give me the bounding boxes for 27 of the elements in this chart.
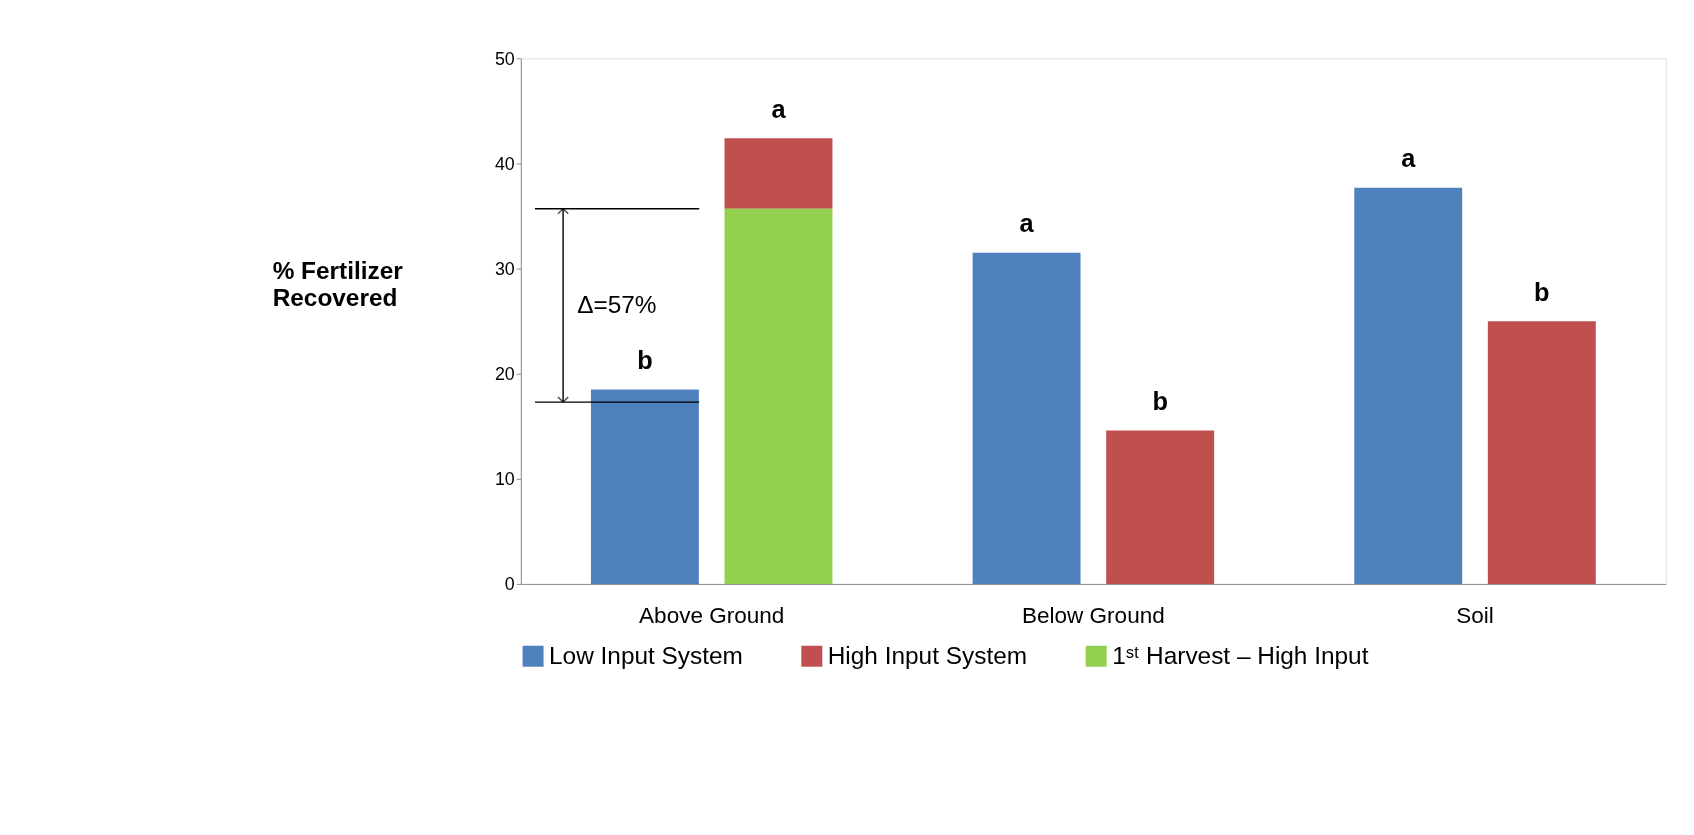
bar: [1487, 321, 1596, 584]
legend-label: High Input System: [827, 641, 1028, 669]
annotation: Δ=57%: [577, 290, 657, 318]
y-tick-label: 50: [494, 48, 515, 69]
bar: [1106, 430, 1215, 584]
data-label: b: [1152, 386, 1168, 415]
data-label: a: [771, 94, 787, 123]
legend-label: Low Input System: [549, 641, 743, 669]
bar: [590, 389, 699, 584]
y-tick-label: 30: [494, 258, 515, 279]
y-axis-title: % Fertilizer Recovered: [272, 257, 404, 311]
legend-label: 1ˢᵗ Harvest – High Input: [1112, 641, 1369, 669]
y-tick-label: 40: [494, 153, 515, 174]
bar: [724, 138, 833, 209]
x-tick-label: Soil: [1456, 602, 1494, 628]
bar: [1354, 187, 1463, 584]
bar: [972, 252, 1081, 584]
x-tick-label: Below Ground: [1022, 602, 1165, 628]
data-label: b: [1534, 277, 1550, 306]
bar: [724, 208, 833, 584]
data-label: b: [637, 345, 653, 374]
y-tick-label: 0: [504, 574, 515, 595]
data-label: a: [1019, 209, 1035, 238]
x-tick-label: Above Ground: [639, 602, 785, 628]
data-label: a: [1401, 144, 1417, 173]
y-tick-label: 10: [494, 468, 515, 489]
y-tick-label: 20: [494, 363, 515, 384]
